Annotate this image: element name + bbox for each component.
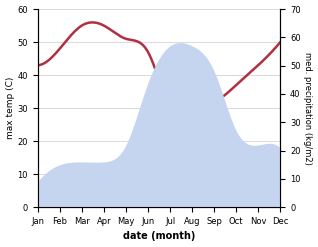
X-axis label: date (month): date (month): [123, 231, 195, 242]
Y-axis label: max temp (C): max temp (C): [5, 77, 15, 139]
Y-axis label: med. precipitation (kg/m2): med. precipitation (kg/m2): [303, 52, 313, 165]
